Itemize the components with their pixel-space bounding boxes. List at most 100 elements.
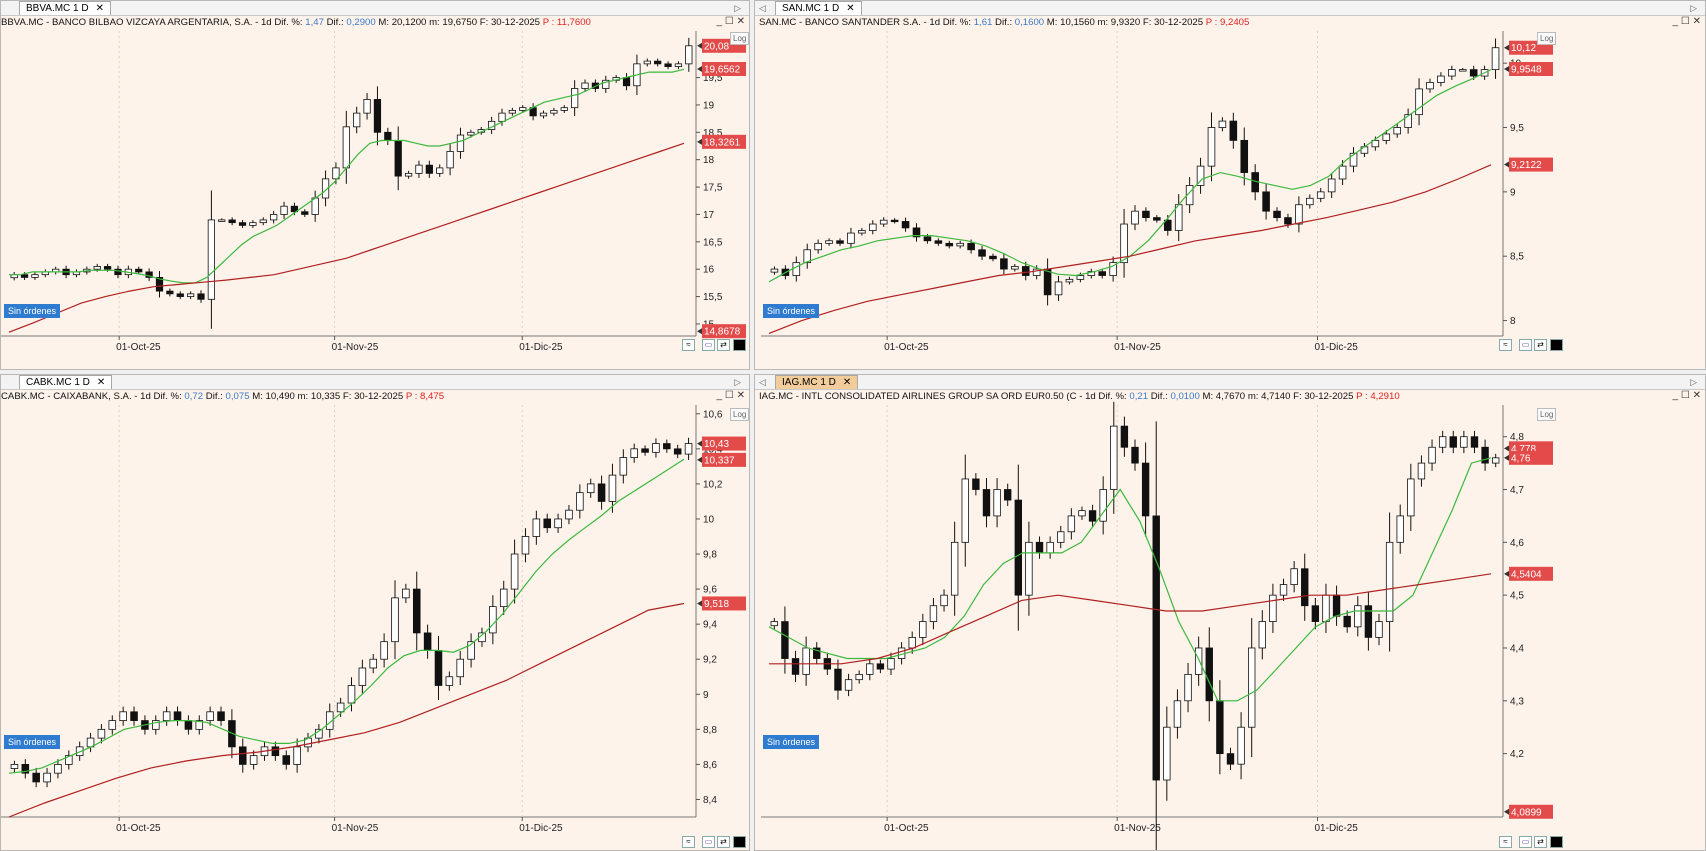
candle	[1088, 510, 1097, 522]
candle	[674, 63, 683, 67]
y-tick-label: 9,2	[703, 655, 717, 666]
orders-badge[interactable]: Sin órdenes	[763, 304, 820, 318]
tab-scroll-icon[interactable]: ▷	[1690, 377, 1697, 387]
window-buttons[interactable]: _ ☐ ✕	[716, 390, 745, 402]
candle	[982, 489, 991, 517]
y-tick-label: 9	[703, 690, 709, 701]
log-scale-button[interactable]: Log	[730, 408, 749, 421]
color-square-icon[interactable]	[733, 339, 746, 351]
tab-iag[interactable]: IAG.MC 1 D ✕	[775, 375, 859, 389]
candle	[259, 219, 267, 224]
date-value: F: 30-12-2025	[1293, 391, 1354, 402]
close-icon[interactable]: ✕	[842, 377, 852, 388]
color-square-icon[interactable]	[1550, 836, 1563, 848]
candle	[1306, 197, 1314, 206]
price-value: P : 11,7600	[542, 17, 591, 28]
candle	[1205, 647, 1213, 702]
price-label-arrow	[697, 328, 702, 335]
price-label-bg	[1509, 566, 1553, 581]
chart-header: BBVA.MC - BANCO BILBAO VIZCAYA ARGENTARI…	[1, 16, 709, 29]
candle	[445, 676, 454, 686]
tab-scroll-left-icon[interactable]: ◁	[759, 377, 766, 387]
candle	[586, 483, 595, 494]
candle	[1327, 178, 1336, 193]
color-square-icon[interactable]	[733, 836, 746, 848]
price-label-arrow	[697, 440, 702, 447]
candle	[858, 230, 866, 234]
dif-pct-value: 0,21	[1129, 391, 1149, 402]
close-icon[interactable]: ✕	[846, 3, 855, 14]
tab-scroll-icon[interactable]: ▷	[734, 3, 741, 13]
candle	[114, 268, 122, 276]
color-square-icon[interactable]	[1550, 339, 1563, 351]
y-tick-label: 19	[703, 100, 715, 111]
close-icon[interactable]: ✕	[96, 377, 106, 388]
candle	[1076, 275, 1085, 280]
candle	[32, 772, 40, 783]
candle	[1153, 217, 1161, 221]
x-tick-label: 01-Nov-25	[1114, 823, 1161, 834]
y-tick-label: 4,8	[1510, 432, 1524, 443]
close-icon[interactable]: ✕	[95, 3, 104, 14]
orders-badge[interactable]: Sin órdenes	[763, 735, 820, 749]
save-icon[interactable]: ▭	[1519, 339, 1532, 351]
candle	[363, 99, 371, 114]
candle	[1207, 127, 1216, 167]
link-icon[interactable]: ⇄	[1534, 836, 1547, 848]
price-label-arrow	[1504, 454, 1509, 461]
candle	[1218, 120, 1227, 128]
y-tick-label: 19,5	[703, 73, 723, 84]
log-scale-button[interactable]: Log	[730, 32, 749, 45]
candle	[130, 711, 138, 721]
candle	[1163, 219, 1172, 231]
candle	[162, 711, 171, 721]
link-icon[interactable]: ⇄	[717, 339, 730, 351]
window-buttons[interactable]: _ ☐ ✕	[1672, 390, 1701, 402]
candle	[280, 205, 288, 215]
save-icon[interactable]: ▭	[702, 836, 715, 848]
tab-scroll-left-icon[interactable]: ◁	[759, 3, 766, 13]
candle	[1109, 262, 1117, 276]
save-icon[interactable]: ▭	[1519, 836, 1532, 848]
link-icon[interactable]: ⇄	[1534, 339, 1547, 351]
indicator-icon[interactable]: ≈	[1499, 836, 1512, 848]
tab-scroll-icon[interactable]: ▷	[1690, 3, 1697, 13]
indicator-icon[interactable]: ≈	[1499, 339, 1512, 351]
window-buttons[interactable]: _ ☐ ✕	[1672, 16, 1701, 28]
save-icon[interactable]: ▭	[702, 339, 715, 351]
candle	[1011, 266, 1019, 270]
x-tick-label: 01-Oct-25	[116, 823, 161, 834]
candle	[802, 647, 810, 675]
tab-bbva[interactable]: BBVA.MC 1 D ✕	[19, 1, 111, 15]
price-label: 9,2122	[1511, 160, 1542, 171]
candle	[249, 222, 257, 226]
x-tick-label: 01-Dic-25	[1315, 823, 1359, 834]
indicator-icon[interactable]: ≈	[682, 339, 695, 351]
candle	[1426, 82, 1434, 90]
candle	[21, 764, 30, 774]
link-icon[interactable]: ⇄	[717, 836, 730, 848]
candle	[1415, 88, 1423, 116]
log-scale-button[interactable]: Log	[1537, 408, 1557, 421]
tab-scroll-icon[interactable]: ▷	[734, 377, 741, 387]
candle	[467, 131, 475, 136]
log-scale-button[interactable]: Log	[1537, 32, 1557, 45]
orders-badge[interactable]: Sin órdenes	[4, 304, 61, 318]
tab-san[interactable]: SAN.MC 1 D ✕	[775, 1, 862, 15]
tab-cabk[interactable]: CABK.MC 1 D ✕	[19, 375, 113, 389]
y-tick-label: 4,2	[1510, 749, 1524, 760]
candle	[176, 293, 184, 297]
window-buttons[interactable]: _ ☐ ✕	[716, 16, 745, 28]
candle	[217, 711, 225, 721]
candle	[1428, 446, 1436, 464]
candle	[934, 240, 943, 244]
candle	[391, 597, 399, 643]
candle	[1035, 541, 1044, 554]
y-tick-label: 10,2	[703, 479, 723, 490]
candle	[879, 219, 888, 225]
indicator-icon[interactable]: ≈	[682, 836, 695, 848]
orders-badge[interactable]: Sin órdenes	[4, 735, 61, 749]
candle	[654, 60, 662, 65]
price-label-bg	[702, 134, 746, 149]
x-tick-label: 01-Nov-25	[332, 342, 379, 353]
